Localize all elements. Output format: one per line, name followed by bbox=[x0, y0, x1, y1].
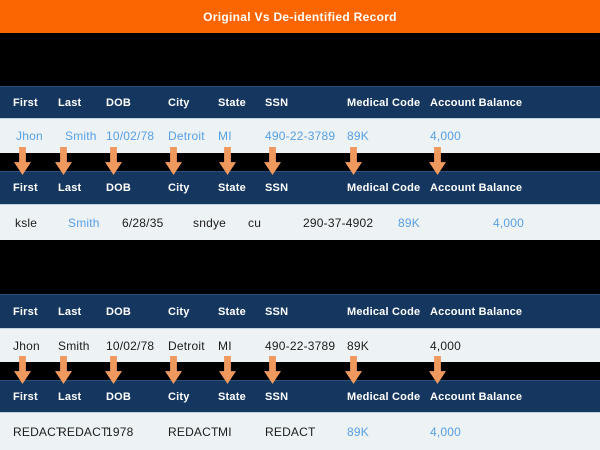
col-ssn: SSN bbox=[265, 96, 289, 109]
cell-city: Detroit bbox=[168, 338, 205, 353]
col-account-balance: Account Balance bbox=[430, 182, 523, 194]
table-row-deidentified-bottom: REDACT REDACT 1978 REDACT MI REDACT 89K … bbox=[0, 413, 600, 450]
cell-state: MI bbox=[218, 129, 232, 143]
col-city: City bbox=[168, 390, 190, 403]
cell-dob: 6/28/35 bbox=[122, 215, 164, 230]
col-account-balance: Account Balance bbox=[430, 96, 523, 109]
cell-dob: 1978 bbox=[106, 424, 134, 439]
cell-city: REDACT bbox=[168, 424, 219, 439]
cell-last: REDACT bbox=[58, 424, 109, 439]
col-account-balance: Account Balance bbox=[430, 390, 523, 403]
cell-state: cu bbox=[248, 215, 262, 230]
cell-first: ksle bbox=[15, 215, 38, 230]
col-dob: DOB bbox=[106, 96, 132, 109]
cell-first: REDACT bbox=[13, 424, 64, 439]
col-ssn: SSN bbox=[265, 390, 289, 403]
col-last: Last bbox=[58, 96, 82, 109]
cell-ssn: 490-22-3789 bbox=[265, 129, 336, 143]
page-title: Original Vs De-identified Record bbox=[203, 9, 397, 24]
cell-ssn: REDACT bbox=[265, 424, 316, 439]
col-state: State bbox=[218, 182, 246, 194]
cell-last: Smith bbox=[68, 215, 100, 230]
cell-dob: 10/02/78 bbox=[106, 338, 155, 353]
cell-state: MI bbox=[218, 338, 232, 353]
transform-arrows-top bbox=[0, 147, 600, 175]
col-medical-code: Medical Code bbox=[347, 305, 421, 318]
table-row-original-bottom: Jhon Smith 10/02/78 Detroit MI 490-22-37… bbox=[0, 329, 600, 362]
col-medical-code: Medical Code bbox=[347, 182, 421, 194]
cell-city: sndye bbox=[193, 215, 227, 230]
col-state: State bbox=[218, 96, 246, 109]
col-city: City bbox=[168, 182, 190, 194]
col-last: Last bbox=[58, 390, 82, 403]
cell-first: Jhon bbox=[13, 338, 40, 353]
col-state: State bbox=[218, 390, 246, 403]
section-divider bbox=[0, 240, 600, 294]
col-first: First bbox=[13, 390, 38, 403]
col-dob: DOB bbox=[106, 390, 132, 403]
cell-city: Detroit bbox=[168, 129, 205, 143]
col-last: Last bbox=[58, 182, 82, 194]
cell-ssn: 490-22-3789 bbox=[265, 338, 336, 353]
cell-ssn: 290-37-4902 bbox=[303, 215, 374, 230]
table-row-original-top: Jhon Smith 10/02/78 Detroit MI 490-22-37… bbox=[0, 119, 600, 153]
cell-dob: 10/02/78 bbox=[106, 129, 155, 143]
table-header-row-original-bottom: First Last DOB City State SSN Medical Co… bbox=[0, 294, 600, 329]
table-header-row-original-top: First Last DOB City State SSN Medical Co… bbox=[0, 86, 600, 119]
transform-arrows-bottom bbox=[0, 356, 600, 384]
col-ssn: SSN bbox=[265, 182, 289, 194]
cell-last: Smith bbox=[58, 338, 90, 353]
section-divider bbox=[0, 33, 600, 86]
table-row-deidentified-top: ksle Smith 6/28/35 sndye cu 290-37-4902 … bbox=[0, 205, 600, 240]
col-city: City bbox=[168, 305, 190, 318]
col-first: First bbox=[13, 182, 38, 194]
table-header-row-deidentified-top: First Last DOB City State SSN Medical Co… bbox=[0, 171, 600, 205]
table-header-row-deidentified-bottom: First Last DOB City State SSN Medical Co… bbox=[0, 380, 600, 413]
col-account-balance: Account Balance bbox=[430, 305, 523, 318]
col-dob: DOB bbox=[106, 305, 132, 318]
col-city: City bbox=[168, 96, 190, 109]
cell-medical-code: 89K bbox=[347, 129, 369, 143]
col-ssn: SSN bbox=[265, 305, 289, 318]
col-last: Last bbox=[58, 305, 82, 318]
col-state: State bbox=[218, 305, 246, 318]
cell-medical-code: 89K bbox=[347, 424, 369, 439]
cell-medical-code: 89K bbox=[347, 338, 369, 353]
col-first: First bbox=[13, 96, 38, 109]
cell-first: Jhon bbox=[16, 129, 43, 143]
title-bar: Original Vs De-identified Record bbox=[0, 0, 600, 33]
cell-account-balance: 4,000 bbox=[430, 129, 462, 143]
col-medical-code: Medical Code bbox=[347, 390, 421, 403]
cell-medical-code: 89K bbox=[398, 215, 420, 230]
col-first: First bbox=[13, 305, 38, 318]
cell-state: MI bbox=[218, 424, 232, 439]
cell-account-balance: 4,000 bbox=[430, 424, 462, 439]
cell-last: Smith bbox=[65, 129, 97, 143]
col-medical-code: Medical Code bbox=[347, 96, 421, 109]
cell-account-balance: 4,000 bbox=[430, 338, 462, 353]
col-dob: DOB bbox=[106, 182, 132, 194]
cell-account-balance: 4,000 bbox=[493, 215, 525, 230]
